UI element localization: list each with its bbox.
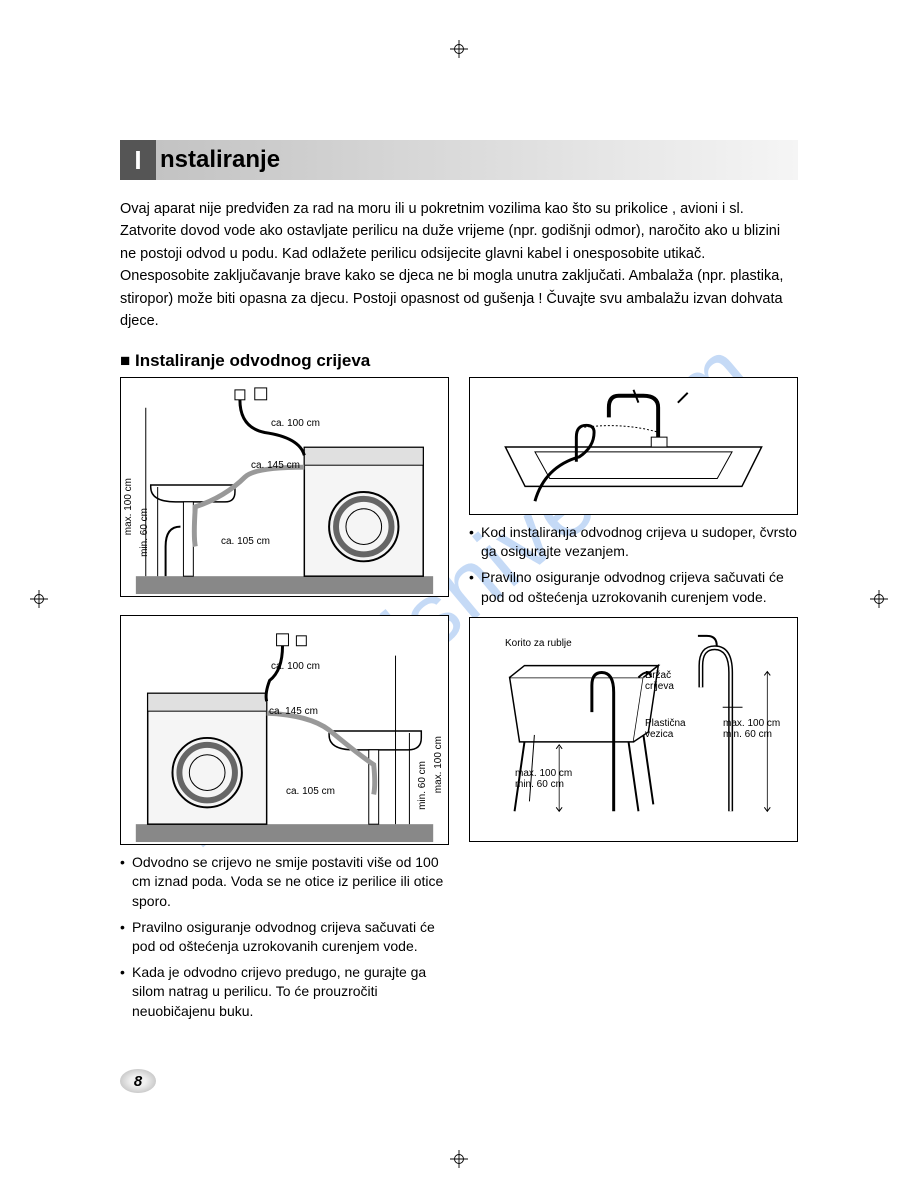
right-column: Kod instaliranja odvodnog crijeva u sudo… — [469, 377, 798, 1028]
right-bullets-top: Kod instaliranja odvodnog crijeva u sudo… — [469, 523, 798, 607]
label-ca105: ca. 105 cm — [221, 536, 270, 547]
figure-hose-to-sink-left: ca. 100 cm ca. 145 cm ca. 105 cm max. 10… — [120, 377, 449, 597]
registration-mark-left — [30, 590, 48, 608]
subheading: Instaliranje odvodnog crijeva — [120, 351, 798, 371]
figure-hose-to-sink-right: ca. 100 cm ca. 145 cm ca. 105 cm max. 10… — [120, 615, 449, 845]
title-initial: I — [120, 140, 156, 180]
registration-mark-top — [450, 40, 468, 58]
label-ca145-b: ca. 145 cm — [269, 706, 318, 717]
registration-mark-right — [870, 590, 888, 608]
label-min60-b: min. 60 cm — [417, 761, 428, 810]
left-column: ca. 100 cm ca. 145 cm ca. 105 cm max. 10… — [120, 377, 449, 1028]
diagram-sink-faucet — [470, 378, 797, 514]
bullet-item: Pravilno osiguranje odvodnog crijeva sač… — [469, 568, 798, 607]
left-bullets: Odvodno se crijevo ne smije postaviti vi… — [120, 853, 449, 1022]
page-number: 8 — [120, 1069, 156, 1093]
label-dim2: max. 100 cm min. 60 cm — [723, 718, 793, 740]
page-title-bar: I nstaliranje — [120, 140, 798, 180]
bullet-item: Kada je odvodno crijevo predugo, ne gura… — [120, 963, 449, 1022]
label-ca105-b: ca. 105 cm — [286, 786, 335, 797]
label-min60: min. 60 cm — [139, 508, 150, 557]
label-ca100-b: ca. 100 cm — [271, 661, 320, 672]
diagram-washer-sink-left — [121, 378, 448, 596]
intro-paragraph: Ovaj aparat nije predviđen za rad na mor… — [120, 198, 798, 333]
label-holder: Držač crijeva — [645, 670, 695, 692]
content-grid: ca. 100 cm ca. 145 cm ca. 105 cm max. 10… — [120, 377, 798, 1028]
diagram-washer-sink-right — [121, 616, 448, 844]
bullet-item: Odvodno se crijevo ne smije postaviti vi… — [120, 853, 449, 912]
bullet-item: Kod instaliranja odvodnog crijeva u sudo… — [469, 523, 798, 562]
figure-sink-tie — [469, 377, 798, 515]
label-max100: max. 100 cm — [123, 478, 134, 535]
label-tub: Korito za rublje — [505, 638, 572, 649]
label-tie: Plastična vezica — [645, 718, 705, 740]
title-text: nstaliranje — [156, 140, 280, 180]
label-ca145: ca. 145 cm — [251, 460, 300, 471]
figure-laundry-tub: Korito za rublje Držač crijeva Plastična… — [469, 617, 798, 842]
registration-mark-bottom — [450, 1150, 468, 1168]
label-dim1: max. 100 cm min. 60 cm — [515, 768, 585, 790]
bullet-item: Pravilno osiguranje odvodnog crijeva sač… — [120, 918, 449, 957]
label-max100-b: max. 100 cm — [433, 736, 444, 793]
label-ca100: ca. 100 cm — [271, 418, 320, 429]
